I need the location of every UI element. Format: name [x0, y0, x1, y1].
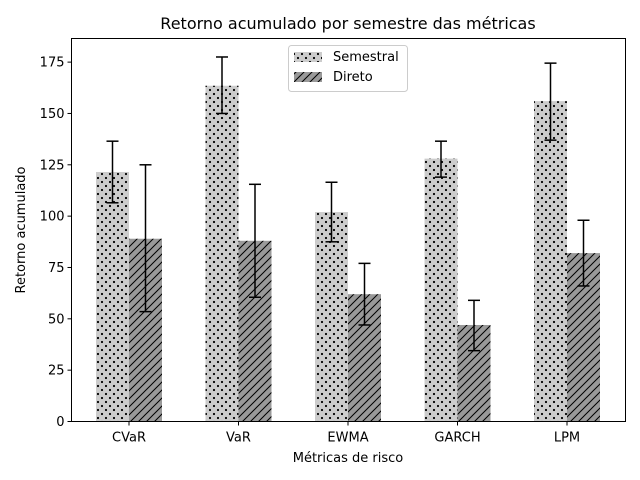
- x-tick-label-ewma: EWMA: [327, 431, 368, 446]
- y-tick-label: 100: [40, 210, 65, 225]
- error-bar-semestral-var: [216, 56, 228, 115]
- bar-semestral-cvar: [96, 171, 129, 422]
- bar-semestral-var: [205, 85, 239, 422]
- y-tick-label: 75: [48, 261, 65, 276]
- error-bar-direto-garch: [468, 299, 480, 352]
- y-tick-label: 25: [48, 364, 65, 379]
- y-tick-label: 0: [56, 415, 64, 430]
- y-tick-label: 125: [40, 158, 65, 173]
- x-axis: CVaR VaR EWMA GARCH LPM: [112, 421, 580, 446]
- error-bar-direto-ewma: [358, 262, 371, 326]
- error-bar-semestral-cvar: [106, 140, 119, 204]
- y-tick-label: 150: [40, 107, 65, 122]
- error-bar-semestral-garch: [435, 140, 447, 178]
- x-axis-label: Métricas de risco: [293, 451, 404, 466]
- chart-title: Retorno acumulado por semestre das métri…: [160, 14, 535, 33]
- legend: Semestral Direto: [288, 45, 408, 92]
- bar-semestral-lpm: [534, 101, 567, 422]
- legend-swatch-direto: [294, 72, 322, 82]
- error-bar-semestral-ewma: [325, 181, 338, 243]
- bar-semestral-garch: [424, 158, 458, 422]
- x-tick-label-var: VaR: [226, 431, 251, 446]
- legend-label-semestral: Semestral: [333, 50, 399, 65]
- bar-semestral-ewma: [315, 212, 348, 422]
- y-axis-label: Retorno acumulado: [14, 166, 29, 293]
- x-tick-label-garch: GARCH: [434, 431, 480, 446]
- error-bar-direto-cvar: [139, 164, 152, 313]
- legend-swatch-semestral: [294, 52, 322, 62]
- error-bar-direto-var: [249, 183, 261, 299]
- plot-frame: [71, 38, 626, 422]
- error-bars: [106, 56, 590, 352]
- y-tick-label: 50: [48, 312, 65, 327]
- y-axis: 0 25 50 75 100 125 150 175: [40, 56, 72, 430]
- legend-label-direto: Direto: [333, 70, 373, 85]
- error-bar-direto-lpm: [577, 219, 590, 287]
- plot-area: [96, 85, 600, 422]
- y-tick-label: 175: [40, 56, 65, 71]
- x-tick-label-lpm: LPM: [554, 431, 580, 446]
- error-bar-semestral-lpm: [544, 62, 557, 141]
- x-tick-label-cvar: CVaR: [112, 431, 146, 446]
